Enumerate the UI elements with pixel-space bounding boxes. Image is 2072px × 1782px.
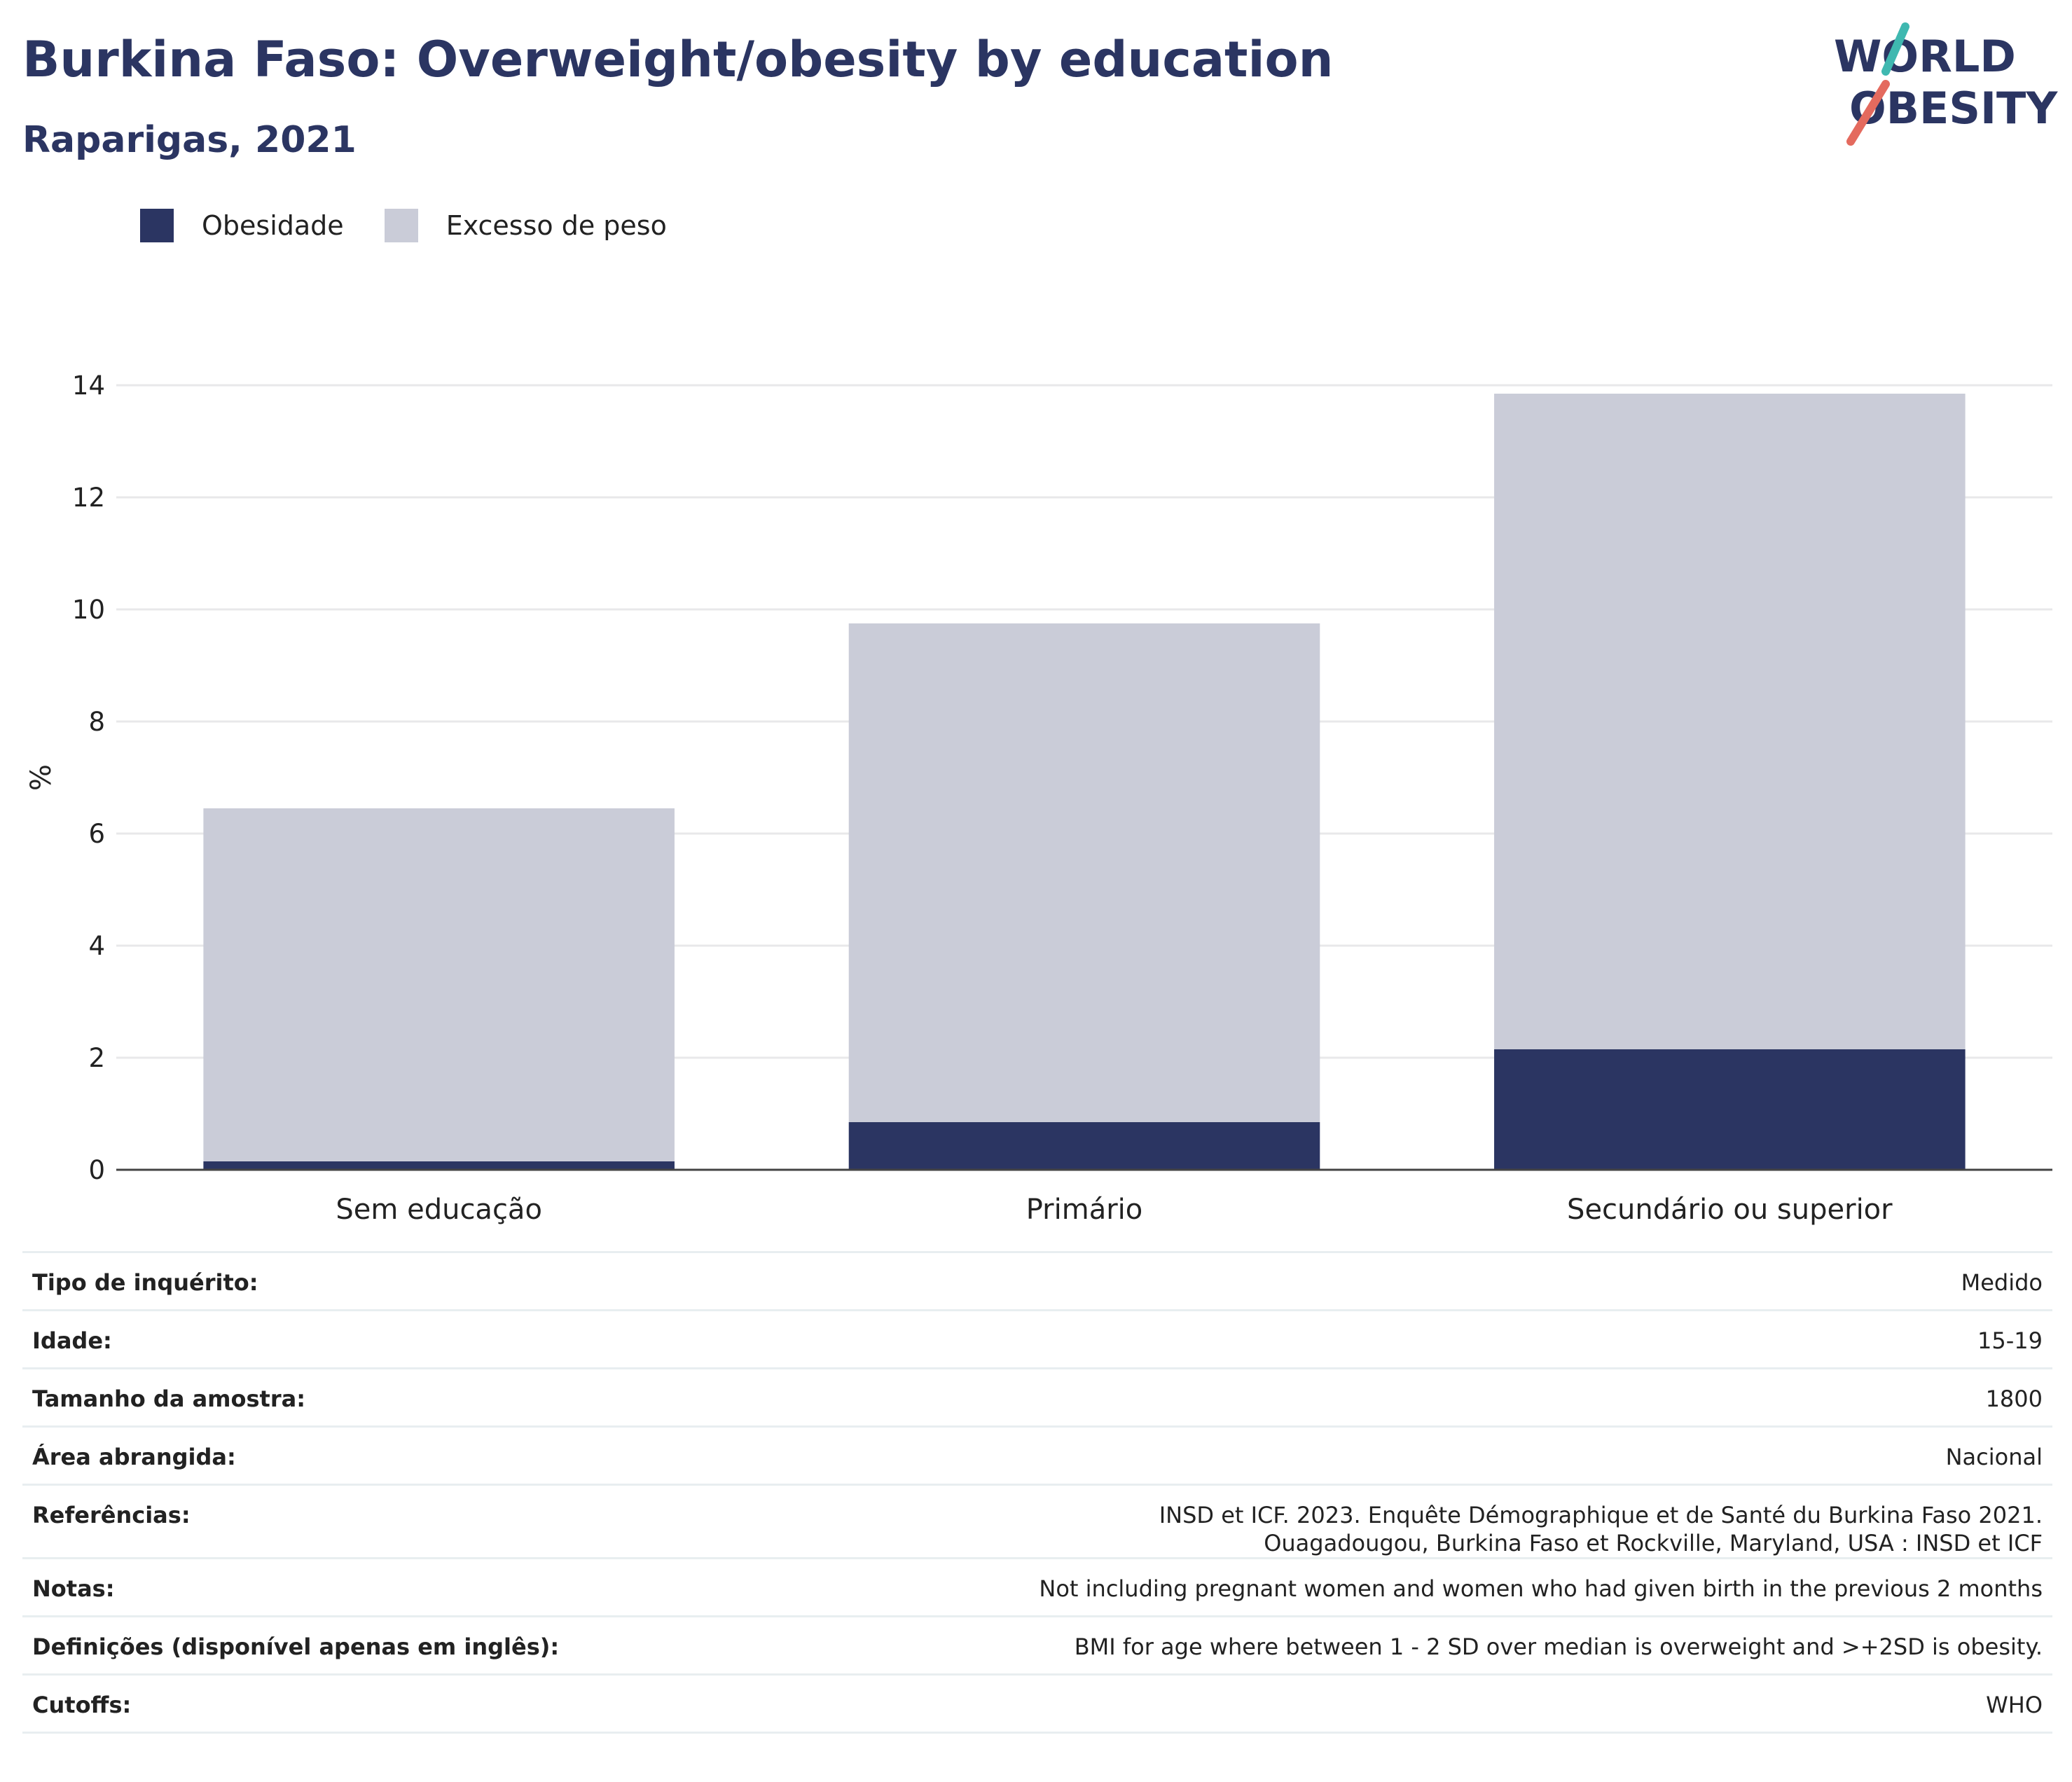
- info-row-notes: Notas: Not including pregnant women and …: [22, 1558, 2052, 1617]
- info-value: 1800: [1985, 1386, 2043, 1412]
- y-tick-label: 10: [72, 595, 105, 625]
- info-label: Referências:: [32, 1502, 191, 1528]
- x-tick-label: Secundário ou superior: [1567, 1194, 1893, 1226]
- logo-slash-coral: [1846, 80, 1890, 146]
- info-value: 15-19: [1977, 1327, 2043, 1354]
- legend-label-obesity: Obesidade: [202, 210, 344, 241]
- info-label: Tipo de inquérito:: [32, 1269, 258, 1296]
- legend-swatch-obesity: [140, 209, 174, 242]
- info-label: Cutoffs:: [32, 1692, 132, 1718]
- logo-slash-teal: [1881, 22, 1909, 76]
- info-value: Nacional: [1945, 1444, 2043, 1470]
- info-label: Definições (disponível apenas em inglês)…: [32, 1634, 560, 1660]
- info-label: Área abrangida:: [32, 1444, 236, 1470]
- y-tick-label: 6: [88, 819, 105, 849]
- chart-legend: Obesidade Excesso de peso: [140, 209, 707, 242]
- info-label: Tamanho da amostra:: [32, 1386, 305, 1412]
- bar-segment-obesity: [1494, 1049, 1966, 1170]
- info-row-age: Idade: 15-19: [22, 1310, 2052, 1369]
- x-tick-label: Sem educação: [336, 1194, 542, 1226]
- bar-segment-overweight: [203, 808, 675, 1161]
- info-table: Tipo de inquérito: Medido Idade: 15-19 T…: [22, 1251, 2052, 1734]
- info-value: Medido: [1961, 1269, 2043, 1296]
- chart-subtitle: Raparigas, 2021: [22, 119, 357, 161]
- bar-segment-overweight: [1494, 394, 1966, 1049]
- y-tick-label: 0: [88, 1155, 105, 1185]
- info-row-definitions: Definições (disponível apenas em inglês)…: [22, 1616, 2052, 1675]
- info-value: BMI for age where between 1 - 2 SD over …: [1074, 1634, 2043, 1660]
- chart-title: Burkina Faso: Overweight/obesity by educ…: [22, 31, 1334, 88]
- info-row-cutoffs: Cutoffs: WHO: [22, 1674, 2052, 1733]
- y-tick-label: 2: [88, 1043, 105, 1073]
- legend-label-overweight: Excesso de peso: [446, 210, 667, 241]
- y-tick-label: 4: [88, 931, 105, 961]
- info-row-area: Área abrangida: Nacional: [22, 1426, 2052, 1485]
- logo-text-world: WORLD: [1834, 31, 2016, 82]
- info-label: Idade:: [32, 1327, 112, 1354]
- info-value: WHO: [1986, 1692, 2043, 1718]
- bar-segment-obesity: [848, 1122, 1320, 1170]
- info-value: Not including pregnant women and women w…: [1039, 1575, 2043, 1602]
- legend-item-overweight[interactable]: Excesso de peso: [384, 209, 667, 242]
- world-obesity-logo[interactable]: WORLD OBESITY: [1821, 21, 2059, 147]
- bar-segment-overweight: [848, 623, 1320, 1122]
- info-value[interactable]: INSD et ICF. 2023. Enquête Démographique…: [1159, 1502, 2043, 1556]
- info-row-references: Referências: INSD et ICF. 2023. Enquête …: [22, 1484, 2052, 1559]
- y-tick-label: 8: [88, 707, 105, 737]
- info-label: Notas:: [32, 1575, 115, 1602]
- legend-swatch-overweight: [384, 209, 418, 242]
- y-tick-label: 14: [72, 371, 105, 401]
- x-tick-label: Primário: [1026, 1194, 1142, 1226]
- bar-segment-obesity: [203, 1161, 675, 1170]
- info-row-survey-type: Tipo de inquérito: Medido: [22, 1252, 2052, 1311]
- y-tick-label: 12: [72, 483, 105, 513]
- y-axis-label: %: [25, 764, 57, 791]
- bar-chart: 0 2 4 6 8 10 12 14% Sem educação Primário Secundár…: [25, 371, 2052, 1226]
- legend-item-obesity[interactable]: Obesidade: [140, 209, 344, 242]
- info-row-sample-size: Tamanho da amostra: 1800: [22, 1368, 2052, 1427]
